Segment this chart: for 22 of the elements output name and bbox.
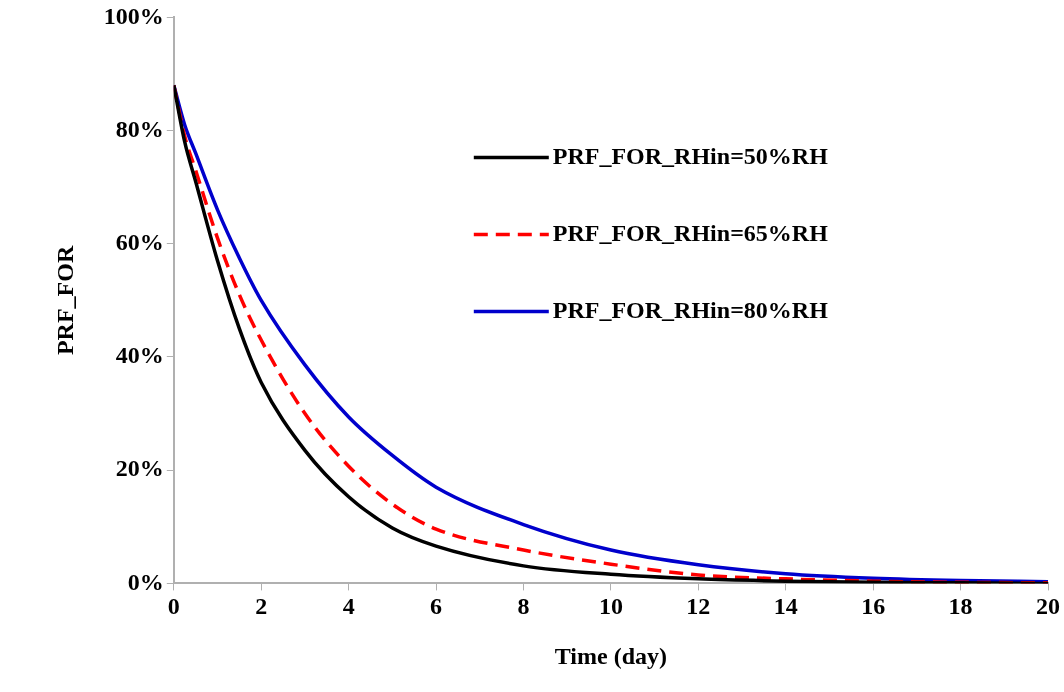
y-tick-label: 100% bbox=[103, 2, 164, 29]
legend-label: PRF_FOR_RHin=80%RH bbox=[552, 296, 829, 323]
y-tick-label: 80% bbox=[115, 115, 164, 142]
x-tick-label: 4 bbox=[342, 593, 355, 619]
x-tick-label: 20 bbox=[1036, 593, 1060, 619]
x-tick-label: 0 bbox=[167, 593, 180, 619]
x-tick-label: 8 bbox=[517, 593, 530, 619]
x-tick-label: 6 bbox=[430, 593, 443, 619]
x-tick-label: 2 bbox=[255, 593, 268, 619]
x-tick-label: 10 bbox=[598, 593, 623, 619]
x-tick-label: 18 bbox=[948, 593, 973, 619]
x-axis-title: Time (day) bbox=[554, 642, 668, 669]
y-tick-label: 20% bbox=[115, 455, 164, 482]
legend-label: PRF_FOR_RHin=65%RH bbox=[552, 219, 829, 246]
x-tick-label: 16 bbox=[861, 593, 886, 619]
y-tick-label: 0% bbox=[127, 568, 164, 595]
y-tick-label: 40% bbox=[115, 342, 164, 369]
y-axis-title: PRF_FOR bbox=[51, 245, 78, 356]
y-tick-label: 60% bbox=[115, 229, 164, 255]
x-tick-label: 14 bbox=[773, 593, 798, 619]
x-tick-label: 12 bbox=[686, 593, 711, 619]
legend-label: PRF_FOR_RHin=50%RH bbox=[552, 142, 829, 169]
